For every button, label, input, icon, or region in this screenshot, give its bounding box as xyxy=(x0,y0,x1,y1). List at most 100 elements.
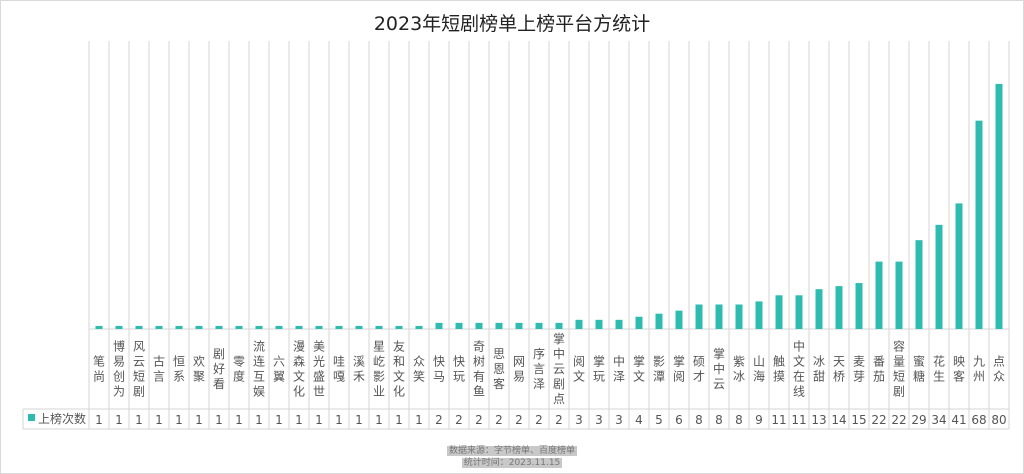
category-label: 掌文 xyxy=(633,355,645,384)
bar xyxy=(355,325,363,329)
data-value: 1 xyxy=(155,413,163,427)
data-value: 1 xyxy=(255,413,263,427)
data-value: 9 xyxy=(755,413,763,427)
bar xyxy=(95,325,103,329)
category-label: 风云短剧 xyxy=(133,340,145,399)
bar xyxy=(755,301,763,329)
bar xyxy=(915,240,923,329)
bar xyxy=(155,325,163,329)
bar xyxy=(935,224,943,329)
data-value: 1 xyxy=(235,413,243,427)
category-label: 触摸 xyxy=(773,355,785,384)
category-label: 序言泽 xyxy=(533,346,545,391)
category-label: 映客 xyxy=(953,355,965,384)
category-label: 美光盛世 xyxy=(313,340,325,399)
bar xyxy=(815,289,823,329)
data-value: 34 xyxy=(931,413,946,427)
category-label: 蜜糖 xyxy=(913,354,925,384)
category-label: 山海 xyxy=(753,355,765,384)
data-value: 3 xyxy=(615,413,623,427)
category-label: 九州 xyxy=(973,355,985,384)
category-label: 快马 xyxy=(433,355,445,384)
bar xyxy=(175,325,183,329)
category-label: 花生 xyxy=(933,354,945,384)
bar xyxy=(395,325,403,329)
data-value: 8 xyxy=(715,413,723,427)
data-value: 2 xyxy=(495,413,503,427)
category-label: 麦芽 xyxy=(853,355,865,384)
data-value: 2 xyxy=(475,413,483,427)
bar xyxy=(975,120,983,329)
category-label: 快玩 xyxy=(453,355,465,384)
data-value: 80 xyxy=(991,413,1006,427)
data-value: 68 xyxy=(971,413,986,427)
category-label: 博易创为 xyxy=(113,339,125,399)
category-label: 番茄 xyxy=(873,355,885,384)
category-label: 硕才 xyxy=(693,355,705,384)
bar xyxy=(435,322,443,329)
category-label: 天桥 xyxy=(833,355,845,384)
category-label: 点众 xyxy=(993,355,1005,384)
data-value: 3 xyxy=(575,413,583,427)
category-label: 容量短剧 xyxy=(893,339,905,399)
bar xyxy=(275,325,283,329)
data-value: 2 xyxy=(555,413,563,427)
data-value: 8 xyxy=(695,413,703,427)
bar xyxy=(675,310,683,329)
bar xyxy=(255,325,263,329)
data-value: 41 xyxy=(951,413,966,427)
category-label: 溪禾 xyxy=(353,355,365,384)
bar xyxy=(635,316,643,329)
bar xyxy=(535,322,543,329)
data-value: 6 xyxy=(675,413,683,427)
data-value: 4 xyxy=(635,413,643,427)
data-value: 1 xyxy=(195,413,203,427)
data-value: 1 xyxy=(335,413,343,427)
bar xyxy=(475,322,483,329)
bar xyxy=(135,325,143,329)
data-value: 1 xyxy=(375,413,383,427)
bar xyxy=(315,325,323,329)
category-label: 零度 xyxy=(233,355,245,384)
bar xyxy=(515,322,523,329)
bar xyxy=(215,325,223,329)
category-label: 星屹影业 xyxy=(373,340,385,399)
bar xyxy=(775,295,783,329)
data-value: 1 xyxy=(315,413,323,427)
data-value: 1 xyxy=(295,413,303,427)
data-value: 1 xyxy=(395,413,403,427)
category-label: 欢聚 xyxy=(193,354,205,384)
category-label: 流连互娱 xyxy=(253,340,265,399)
category-label: 影潭 xyxy=(653,355,665,384)
legend-swatch xyxy=(28,414,35,421)
bar xyxy=(695,304,703,329)
data-value: 1 xyxy=(355,413,363,427)
bar xyxy=(415,325,423,329)
data-source: 数据来源：字节榜单、百度榜单 xyxy=(446,446,577,456)
data-value: 1 xyxy=(415,413,423,427)
data-value: 2 xyxy=(455,413,463,427)
data-value: 2 xyxy=(535,413,543,427)
data-value: 2 xyxy=(435,413,443,427)
bar xyxy=(995,83,1003,329)
data-value: 22 xyxy=(891,413,906,427)
data-value: 1 xyxy=(135,413,143,427)
bar xyxy=(295,325,303,329)
bar xyxy=(655,313,663,329)
category-label: 哇嘎 xyxy=(333,355,345,384)
bar xyxy=(955,203,963,329)
data-value: 8 xyxy=(735,413,743,427)
bar xyxy=(335,325,343,329)
bar xyxy=(615,319,623,329)
category-label: 掌中云 xyxy=(713,347,725,391)
bar xyxy=(575,319,583,329)
data-value: 29 xyxy=(911,413,926,427)
bar-chart: 上榜次数 笔尚 1 博易创为 1 风云短剧 1 古言 1 恒系 1 欢聚 1 剧好看 1 零度 1 流连互娱 1 六翼… xyxy=(22,41,1010,430)
data-value: 5 xyxy=(655,413,663,427)
category-label: 中泽 xyxy=(613,354,625,384)
data-value: 15 xyxy=(851,413,866,427)
data-value: 3 xyxy=(595,413,603,427)
data-value: 1 xyxy=(115,413,123,427)
category-label: 中文在线 xyxy=(793,339,805,399)
